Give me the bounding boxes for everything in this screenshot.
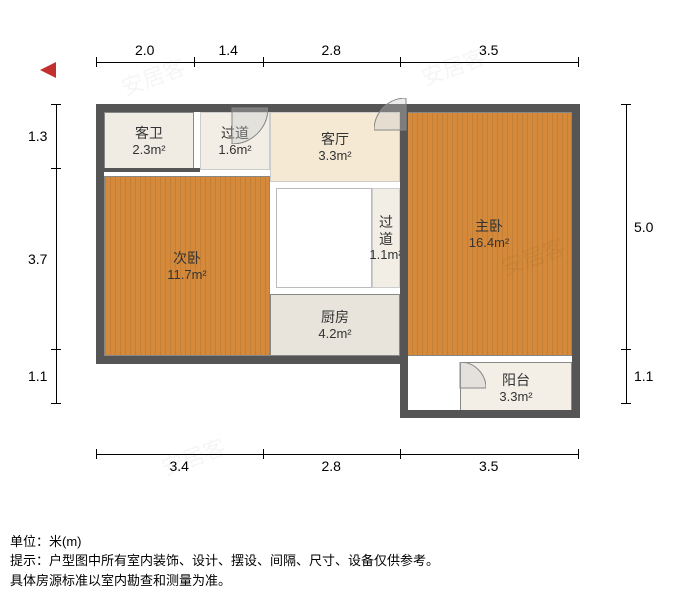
dim-label: 2.0 [135, 42, 154, 58]
room-area: 4.2m² [318, 326, 351, 341]
room-label: 客厅 [321, 131, 349, 148]
room-label: 客卫 [135, 125, 163, 142]
room-area: 1.6m² [218, 142, 251, 157]
dim-line [56, 104, 57, 168]
room-second-bed: 次卧11.7m² [104, 176, 270, 356]
dim-label: 1.1 [634, 368, 653, 384]
room-area: 1.1m² [369, 247, 402, 262]
wall [572, 104, 580, 418]
dim-label: 1.3 [28, 128, 47, 144]
unit-label: 单位：米(m) [10, 532, 439, 552]
dim-tick [400, 449, 401, 459]
room-label: 主卧 [475, 218, 503, 235]
room-area: 11.7m² [167, 267, 207, 282]
room-corridor2: 过道1.1m² [372, 188, 400, 288]
dim-tick [578, 449, 579, 459]
wall [400, 410, 578, 418]
wall [96, 104, 104, 362]
dim-label: 2.8 [322, 458, 341, 474]
dim-tick [621, 349, 631, 350]
door-arc [374, 98, 438, 162]
dim-tick [400, 57, 401, 67]
watermark: 安居客 [157, 430, 230, 483]
dim-label: 5.0 [634, 219, 653, 235]
dim-line [626, 104, 627, 349]
dim-label: 2.8 [322, 42, 341, 58]
dim-tick [51, 168, 61, 169]
dim-tick [51, 349, 61, 350]
room-bathroom: 客卫2.3m² [104, 112, 194, 170]
room-label: 过道 [373, 214, 399, 248]
room-label: 厨房 [321, 309, 349, 326]
room-area: 2.3m² [132, 142, 165, 157]
dim-tick [194, 57, 195, 67]
room-area: 3.3m² [318, 148, 351, 163]
dim-line [400, 62, 578, 63]
north-arrow-icon [40, 62, 56, 78]
note-line-2: 具体房源标准以室内勘查和测量为准。 [10, 571, 439, 591]
dim-tick [96, 449, 97, 459]
dim-line [96, 62, 194, 63]
note-line-1: 提示：户型图中所有室内装饰、设计、摆设、间隔、尺寸、设备仅供参考。 [10, 551, 439, 571]
wall [96, 356, 406, 364]
dim-tick [51, 104, 61, 105]
dim-line [263, 454, 400, 455]
dim-line [194, 62, 263, 63]
footer-notes: 单位：米(m) 提示：户型图中所有室内装饰、设计、摆设、间隔、尺寸、设备仅供参考… [10, 532, 439, 591]
room-label: 次卧 [173, 250, 201, 267]
dim-line [56, 168, 57, 349]
dim-tick [621, 104, 631, 105]
door-arc [196, 72, 268, 144]
dim-tick [621, 403, 631, 404]
room-label: 阳台 [502, 372, 530, 389]
door-arc [434, 362, 486, 414]
dim-line [56, 349, 57, 403]
dim-label: 1.4 [219, 42, 238, 58]
dim-line [96, 454, 263, 455]
dim-tick [263, 449, 264, 459]
dim-label: 3.5 [479, 458, 498, 474]
dim-label: 3.5 [479, 42, 498, 58]
wall [96, 168, 200, 172]
dim-tick [263, 57, 264, 67]
room-void [276, 188, 372, 288]
room-area: 16.4m² [469, 235, 509, 250]
dim-label: 1.1 [28, 368, 47, 384]
dim-line [626, 349, 627, 403]
dim-tick [578, 57, 579, 67]
room-area: 3.3m² [499, 389, 532, 404]
room-kitchen: 厨房4.2m² [270, 294, 400, 356]
wall [400, 356, 408, 416]
dim-line [400, 454, 578, 455]
floorplan-canvas: 客卫2.3m²过道1.6m²客厅3.3m²次卧11.7m²过道1.1m²厨房4.… [0, 0, 682, 600]
dim-label: 3.7 [28, 251, 47, 267]
wall [96, 104, 578, 112]
dim-label: 3.4 [170, 458, 189, 474]
dim-tick [51, 403, 61, 404]
dim-line [263, 62, 400, 63]
dim-tick [96, 57, 97, 67]
